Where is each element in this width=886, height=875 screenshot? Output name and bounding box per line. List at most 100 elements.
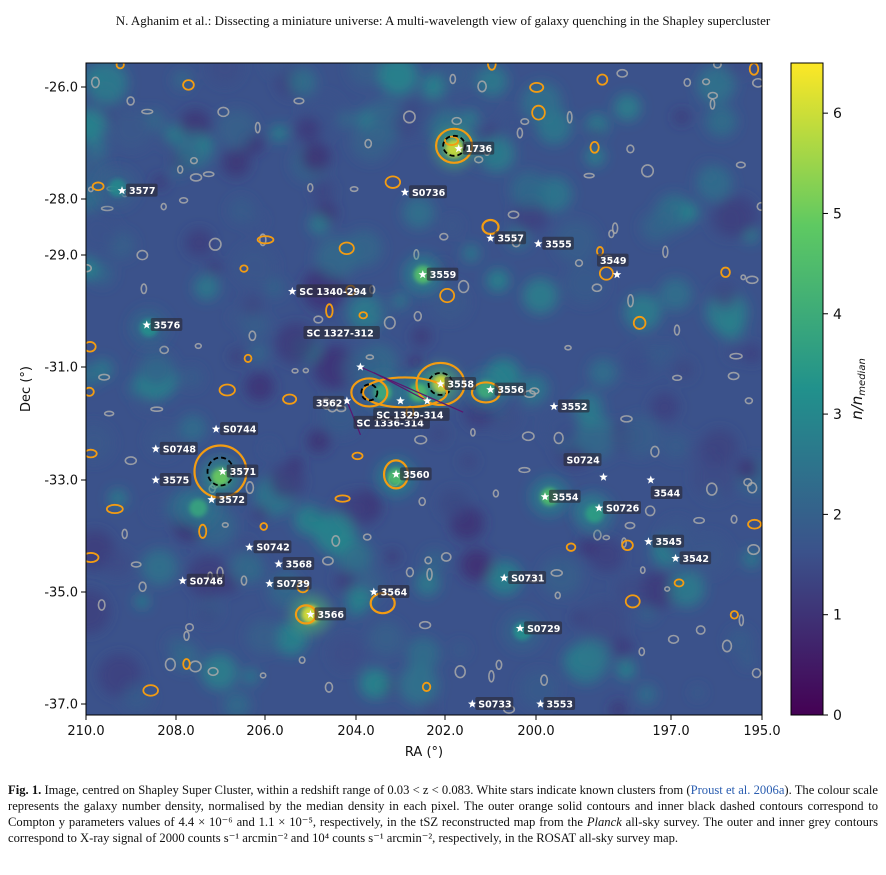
cluster-label-box [314,607,347,621]
cluster-star-icon [540,492,550,501]
cluster-star-icon [218,467,227,476]
cluster-label: SC 1336-314 [357,418,425,429]
cluster-3552: 3552 [549,399,590,413]
colorbar-tick-label: 1 [833,608,842,624]
cluster-3554: 3554 [540,489,581,503]
y-tick-label: -26.0 [44,81,78,96]
cluster-label-box [549,489,581,503]
cluster-label-box [475,697,514,710]
x-tick-label: 202.0 [426,724,463,739]
cluster-label-box [159,441,198,455]
cluster-star-icon [599,472,608,481]
cluster-label-box [159,473,192,486]
cluster-s0729: S0729 [515,621,563,635]
cluster-star-icon [646,475,655,484]
cluster-label: S0731 [511,574,544,585]
y-axis: -26.0 -28.0 -29.0 -31.0 -33.0 -35.0 -37.0 [44,81,86,713]
y-tick-label: -37.0 [44,698,78,713]
cluster-s0748: S0748 [151,441,198,455]
cluster-3560: 3560 [391,467,432,481]
cluster-label: 3575 [163,476,189,487]
cluster-3576: 3576 [142,318,183,332]
x-tick-label: 210.0 [67,724,104,739]
citation-link[interactable]: Proust et al. 2006a [690,783,785,797]
cluster-label: S0744 [223,425,257,436]
cluster-s0746: S0746 [178,573,225,587]
cluster-star-icon [369,587,379,596]
cluster-label-box [186,573,225,587]
cluster-star-icon [245,542,254,551]
cluster-label: 3554 [552,492,579,503]
cluster-star-icon [178,576,187,585]
cluster-label-box [652,534,685,548]
cluster-label-box [215,492,248,506]
cluster-3562: 3562 [312,395,352,409]
cluster-star-icon [288,286,297,295]
cluster-label-box [563,453,602,467]
cluster-label-box [603,501,641,514]
cluster-star-icon [468,699,477,708]
x-axis-label: RA (°) [405,745,443,760]
x-tick-label: 195.0 [743,724,780,739]
cluster-markers: 1736 3577 S0736 3557 3555 3549 3559 SC 1340-294… [117,141,712,711]
caption-text-2: ). The colour scale represents the galax… [8,783,878,829]
y-tick-label: -28.0 [44,193,78,208]
cluster-star-icon [454,144,463,153]
cluster-label-box [494,231,527,245]
cluster-label: 3552 [561,402,587,413]
cluster-star-icon [534,239,543,248]
cluster-label-box [296,284,373,298]
cluster-label-box [494,382,527,396]
cluster-3575: 3575 [151,473,192,487]
cluster-label: 3557 [498,234,524,245]
cluster-label: 3560 [403,470,430,481]
cluster-label: S0748 [163,444,197,455]
caption-label: Fig. 1. [8,783,42,797]
cluster-star-icon [612,270,622,279]
cluster-label: 3545 [656,537,682,548]
cluster-s0739: S0739 [265,576,312,590]
cluster-3564: 3564 [369,585,410,599]
x-axis: 210.0 208.0 206.0 204.0 202.0 200.0 197.0 195.0 [67,715,781,739]
cluster-label-box [650,486,683,499]
colorbar-gradient [790,62,824,716]
cluster-star-icon [400,187,410,196]
cluster-sc-1329-314: SC 1329-314 [373,396,450,421]
cluster-3568: 3568 [274,557,315,571]
cluster-label: 1736 [466,144,493,155]
cluster-3553: 3553 [536,697,576,711]
colorbar-tick-label: 6 [833,106,842,122]
x-tick-label: 197.0 [652,724,689,739]
cluster-label-box [408,185,447,199]
cluster-3572: 3572 [207,492,248,506]
cluster-sc-1327-312: SC 1327-312 [303,326,380,371]
cluster-label-box [524,621,563,635]
cluster-label-box [508,571,547,584]
colorbar-ticks: 0 1 2 3 4 5 6 [823,106,842,724]
running-head: N. Aghanim et al.: Dissecting a miniatur… [115,13,771,28]
plot-frame [85,62,763,716]
cluster-label: 3572 [219,495,245,506]
cluster-s0726: S0726 [594,501,641,515]
cluster-label-box [150,318,183,331]
y-tick-label: -29.0 [44,249,78,264]
cluster-label: 3559 [430,270,456,281]
cluster-label: 3544 [654,489,681,500]
y-tick-label: -33.0 [44,474,78,489]
figure: 1736 3577 S0736 3557 3555 3549 3559 SC 1340-294… [19,62,868,760]
cluster-label: S0726 [606,504,640,515]
caption-text-1: Image, centred on Shapley Super Cluster,… [41,783,691,797]
cluster-s0733: S0733 [468,697,514,711]
cluster-3545: 3545 [644,534,685,548]
x-tick-label: 208.0 [157,724,194,739]
cluster-3558: 3558 [436,376,477,390]
cluster-label-box [444,376,477,390]
cluster-label: 3571 [230,467,256,478]
cluster-s0724: S0724 [563,453,608,481]
cluster-3557: 3557 [486,231,527,245]
cluster-label: SC 1327-312 [306,329,373,340]
cluster-star-icon [274,559,283,568]
cluster-label-box [400,467,432,481]
cluster-label-box [220,422,259,436]
cluster-label-box [226,464,259,478]
